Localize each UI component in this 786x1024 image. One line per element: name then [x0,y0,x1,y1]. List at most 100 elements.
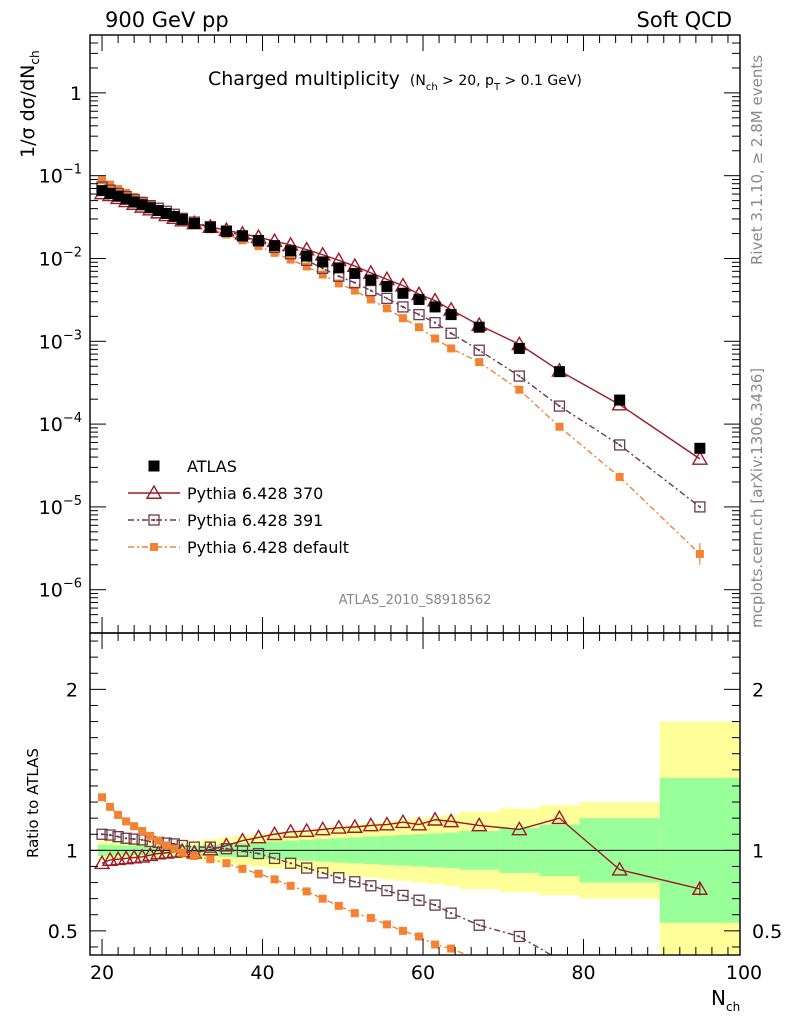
data-point-marker [350,286,359,295]
main-title-cut-sub-b: T [493,82,501,93]
data-point-marker [98,793,107,802]
data-point-marker [160,207,172,219]
data-point-marker [381,292,393,305]
data-point-marker [333,872,345,884]
marker-outline [613,439,626,451]
main-y-ticks: 10−610−510−410−310−210−11 [39,34,740,634]
marker-outline [236,845,249,857]
data-point-marker [145,484,163,499]
ratio-series-group [93,793,709,955]
marker-outline [513,930,525,943]
x-tick-label: 60 [411,962,435,984]
marker-center [117,835,120,838]
data-point-marker [204,221,216,233]
main-y-axis-label-sub: ch [28,50,42,64]
data-point-marker [302,887,311,896]
data-point-marker [104,187,116,199]
data-point-marker [413,308,425,321]
y-tick-label: 10−1 [39,163,82,188]
main-plot-area: 10−610−510−410−310−210−11 [39,34,741,634]
data-point-marker [314,821,331,836]
marker-outline [381,292,393,305]
marker-center [385,297,388,300]
marker-outline [397,301,409,313]
data-point-marker [130,822,139,831]
data-point-marker [513,342,525,354]
data-point-marker [176,213,188,225]
data-point-marker [120,832,132,844]
data-point-marker [236,845,249,857]
data-point-marker [614,394,626,406]
marker-outline [513,370,525,382]
marker-center [418,899,421,902]
data-point-marker [366,295,375,304]
x-tick-label: 100 [726,962,762,984]
data-point-marker [382,920,391,929]
data-point-marker [284,857,297,869]
ratio-series-pythia-6-428-default [98,793,470,955]
y-tick-label-exponent: −4 [63,411,82,426]
marker-outline [128,833,140,845]
data-point-marker [415,323,424,332]
main-y-axis-label: 1/σ dσ/dNch [17,50,42,158]
data-point-marker [120,193,132,205]
data-point-marker [415,932,424,941]
y-tick-label-base: 10 [39,414,63,436]
marker-center [273,857,276,860]
marker-center [225,847,228,850]
data-point-marker [334,279,343,288]
marker-outline [104,829,116,841]
marker-outline [381,884,393,897]
main-series-atlas [96,185,706,454]
data-point-marker [236,230,248,242]
y-tick-label-exponent: −1 [63,163,82,178]
data-point-marker [266,825,283,841]
marker-center [385,889,388,892]
data-point-marker [150,543,158,551]
y-tick-label-base: 10 [39,331,63,353]
marker-outline [365,284,377,297]
main-title-name: Charged multiplicity [208,68,400,90]
data-point-marker [397,287,409,299]
marker-center [141,838,144,841]
data-point-marker [104,829,116,841]
data-point-marker [188,217,200,229]
ratio-y-axis-label: Ratio to ATLAS [24,748,42,858]
marker-center [173,842,176,845]
marker-outline [397,889,409,902]
data-point-marker [397,889,409,902]
data-point-marker [362,816,380,832]
data-point-marker [473,919,485,931]
data-point-marker [154,836,163,845]
data-point-marker [349,267,361,279]
data-point-marker [138,827,147,836]
data-point-marker [128,196,140,208]
data-point-marker [553,400,566,412]
data-point-marker [114,810,123,819]
data-point-marker [285,245,297,257]
y-tick-label-base: 10 [39,166,63,188]
main-title-cut-c: > 0.1 GeV) [500,73,582,89]
data-point-marker [694,501,706,513]
marker-outline [204,841,217,853]
marker-center [101,833,104,836]
legend: ATLAS Pythia 6.428 370 Pythia 6.428 391 Pyt… [128,457,349,557]
legend-entry-atlas: ATLAS [148,457,237,476]
marker-center [125,837,128,840]
data-point-marker [98,176,107,185]
data-point-marker [431,940,440,949]
data-point-marker [413,894,425,906]
y-tick-label-right: 2 [752,679,764,701]
marker-center [241,850,244,853]
marker-outline [473,919,485,931]
ratio-series-pythia-6-428-370 [93,809,709,895]
data-point-marker [254,869,263,878]
data-point-marker [429,316,441,329]
marker-outline [148,514,160,526]
data-point-marker [220,843,233,855]
y-tick-label: 10−5 [39,494,82,519]
y-tick-label-right: 0.5 [752,921,782,943]
marker-center [353,880,356,883]
data-point-marker [298,822,315,837]
data-point-marker [222,859,231,868]
